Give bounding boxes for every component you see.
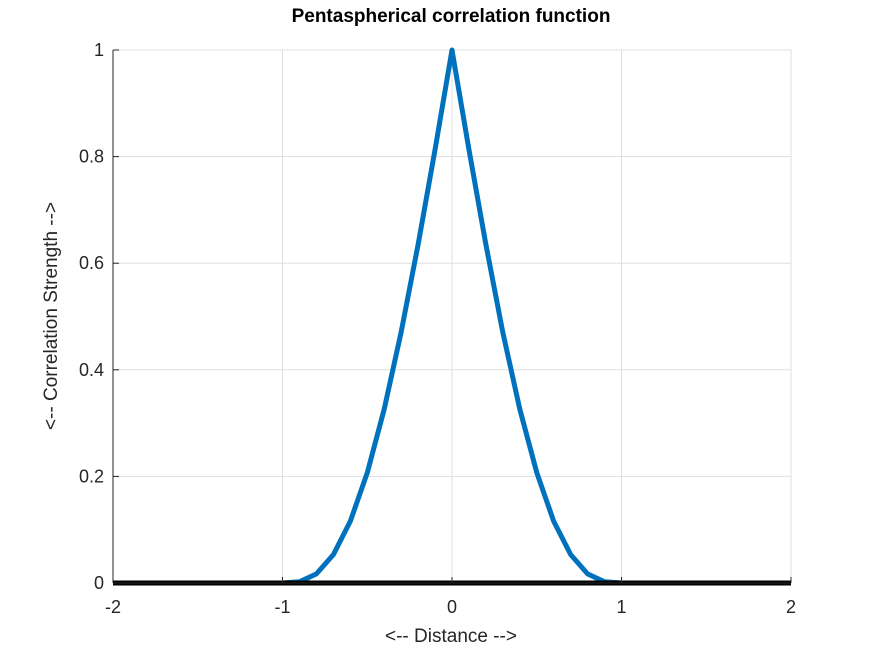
grid: [112, 49, 792, 584]
y-tick-label: 0.2: [79, 466, 104, 486]
x-tick-label: 0: [447, 597, 457, 617]
x-tick-label: 1: [616, 597, 626, 617]
y-tick-label: 0: [94, 573, 104, 593]
tick-labels: -2 -1 0 1 2 0 0.2 0.4 0.6 0.8 1: [79, 40, 796, 617]
x-tick-label: -2: [105, 597, 121, 617]
x-tick-label: -1: [274, 597, 290, 617]
x-tick-label: 2: [786, 597, 796, 617]
y-tick-label: 0.6: [79, 253, 104, 273]
x-axis-label: <-- Distance -->: [385, 626, 517, 647]
y-axis-label: <-- Correlation Strength -->: [41, 202, 62, 430]
y-tick-label: 0.8: [79, 147, 104, 167]
y-tick-label: 1: [94, 40, 104, 60]
axes: [112, 49, 792, 584]
y-tick-label: 0.4: [79, 360, 104, 380]
chart-title: Pentaspherical correlation function: [292, 6, 611, 27]
